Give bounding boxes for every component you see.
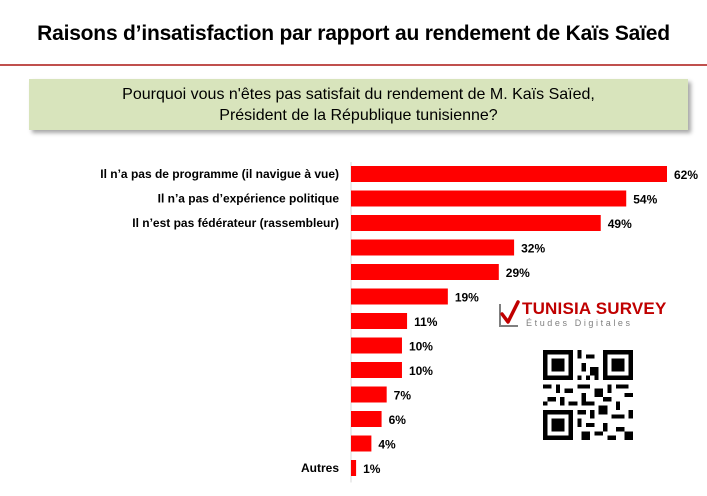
tunisia-survey-logo: TUNISIA SURVEY Études Digitales: [498, 298, 666, 334]
bar-12: [351, 460, 357, 476]
value-label-10: 6%: [389, 413, 407, 427]
qr-code-icon: [543, 350, 633, 440]
question-line-2: Président de la République tunisienne?: [219, 106, 498, 124]
bar-0: [351, 166, 667, 182]
value-label-7: 10%: [409, 340, 433, 354]
bar-6: [351, 313, 408, 329]
category-label-0: Il n’a pas de programme (il navigue à vu…: [100, 167, 339, 181]
chart-title: Raisons d’insatisfaction par rapport au …: [37, 22, 670, 45]
value-label-6: 11%: [414, 315, 438, 329]
category-label-1: Il n’a pas d’expérience politique: [158, 192, 340, 206]
bar-9: [351, 386, 387, 403]
value-label-9: 7%: [394, 389, 412, 403]
value-label-2: 49%: [608, 217, 632, 231]
logo-name: TUNISIA SURVEY: [522, 299, 667, 318]
logo-tagline: Études Digitales: [526, 318, 633, 328]
bar-2: [351, 215, 601, 231]
question-line-1: Pourquoi vous n'êtes pas satisfait du re…: [122, 85, 595, 103]
value-label-4: 29%: [506, 266, 530, 280]
bar-8: [351, 362, 402, 378]
title-divider: [0, 64, 707, 66]
value-label-3: 32%: [521, 242, 545, 256]
bar-5: [351, 288, 448, 305]
bar-4: [351, 264, 499, 280]
value-label-5: 19%: [455, 291, 479, 305]
category-label-12: Autres: [301, 461, 339, 475]
question-box: Pourquoi vous n'êtes pas satisfait du re…: [29, 79, 688, 130]
value-label-1: 54%: [633, 193, 657, 207]
bar-1: [351, 190, 627, 207]
bar-11: [351, 435, 372, 452]
value-label-11: 4%: [378, 438, 396, 452]
value-label-12: 1%: [363, 462, 381, 476]
value-label-8: 10%: [409, 364, 433, 378]
bar-3: [351, 239, 515, 256]
bar-7: [351, 337, 402, 354]
checkmark-logo-icon: [499, 300, 520, 327]
bar-10: [351, 411, 382, 427]
category-label-2: Il n’est pas fédérateur (rassembleur): [132, 216, 339, 230]
value-label-0: 62%: [674, 168, 698, 182]
